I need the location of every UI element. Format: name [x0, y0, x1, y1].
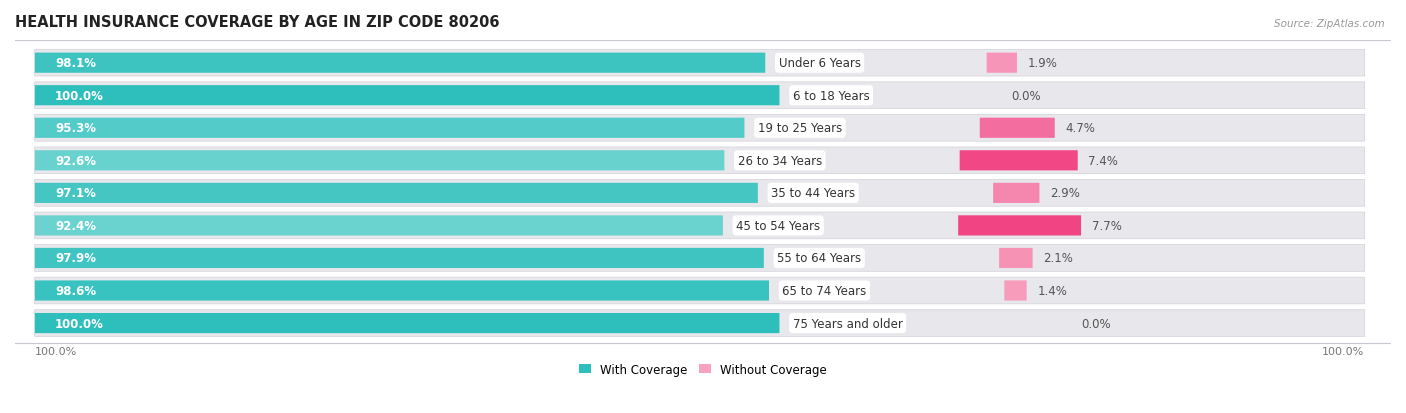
FancyBboxPatch shape — [35, 86, 779, 106]
FancyBboxPatch shape — [35, 53, 765, 74]
Text: 45 to 54 Years: 45 to 54 Years — [737, 219, 820, 233]
FancyBboxPatch shape — [35, 119, 744, 138]
Legend: With Coverage, Without Coverage: With Coverage, Without Coverage — [574, 358, 832, 380]
FancyBboxPatch shape — [1000, 248, 1032, 268]
FancyBboxPatch shape — [35, 278, 1365, 304]
FancyBboxPatch shape — [35, 180, 1365, 206]
Text: Source: ZipAtlas.com: Source: ZipAtlas.com — [1274, 19, 1385, 28]
Text: 92.6%: 92.6% — [55, 154, 96, 167]
Text: 65 to 74 Years: 65 to 74 Years — [782, 284, 866, 297]
FancyBboxPatch shape — [35, 151, 724, 171]
Text: 6 to 18 Years: 6 to 18 Years — [793, 90, 869, 102]
Text: 95.3%: 95.3% — [55, 122, 96, 135]
FancyBboxPatch shape — [980, 119, 1054, 138]
FancyBboxPatch shape — [960, 151, 1078, 171]
Text: 2.9%: 2.9% — [1050, 187, 1080, 200]
FancyBboxPatch shape — [1004, 281, 1026, 301]
Text: 35 to 44 Years: 35 to 44 Years — [770, 187, 855, 200]
Text: 4.7%: 4.7% — [1066, 122, 1095, 135]
Text: 100.0%: 100.0% — [1322, 347, 1364, 356]
FancyBboxPatch shape — [35, 281, 769, 301]
Text: 0.0%: 0.0% — [1081, 317, 1111, 330]
FancyBboxPatch shape — [35, 147, 1365, 174]
FancyBboxPatch shape — [987, 53, 1017, 74]
FancyBboxPatch shape — [35, 313, 779, 333]
Text: 92.4%: 92.4% — [55, 219, 96, 233]
Text: 100.0%: 100.0% — [35, 347, 77, 356]
FancyBboxPatch shape — [35, 83, 1365, 109]
Text: 100.0%: 100.0% — [55, 90, 104, 102]
Text: 75 Years and older: 75 Years and older — [793, 317, 903, 330]
Text: 7.4%: 7.4% — [1088, 154, 1118, 167]
Text: 100.0%: 100.0% — [55, 317, 104, 330]
FancyBboxPatch shape — [35, 216, 723, 236]
Text: HEALTH INSURANCE COVERAGE BY AGE IN ZIP CODE 80206: HEALTH INSURANCE COVERAGE BY AGE IN ZIP … — [15, 15, 499, 30]
Text: 55 to 64 Years: 55 to 64 Years — [778, 252, 862, 265]
FancyBboxPatch shape — [35, 50, 1365, 77]
Text: 98.1%: 98.1% — [55, 57, 96, 70]
Text: 1.9%: 1.9% — [1028, 57, 1057, 70]
FancyBboxPatch shape — [35, 310, 1365, 337]
FancyBboxPatch shape — [35, 245, 1365, 272]
FancyBboxPatch shape — [35, 248, 763, 268]
FancyBboxPatch shape — [35, 183, 758, 204]
Text: 97.1%: 97.1% — [55, 187, 96, 200]
FancyBboxPatch shape — [35, 213, 1365, 239]
Text: 97.9%: 97.9% — [55, 252, 96, 265]
FancyBboxPatch shape — [993, 183, 1039, 204]
Text: 2.1%: 2.1% — [1043, 252, 1073, 265]
Text: Under 6 Years: Under 6 Years — [779, 57, 860, 70]
Text: 0.0%: 0.0% — [1011, 90, 1040, 102]
Text: 98.6%: 98.6% — [55, 284, 96, 297]
FancyBboxPatch shape — [957, 216, 1081, 236]
Text: 26 to 34 Years: 26 to 34 Years — [738, 154, 823, 167]
Text: 19 to 25 Years: 19 to 25 Years — [758, 122, 842, 135]
Text: 7.7%: 7.7% — [1091, 219, 1122, 233]
FancyBboxPatch shape — [35, 115, 1365, 142]
Text: 1.4%: 1.4% — [1038, 284, 1067, 297]
